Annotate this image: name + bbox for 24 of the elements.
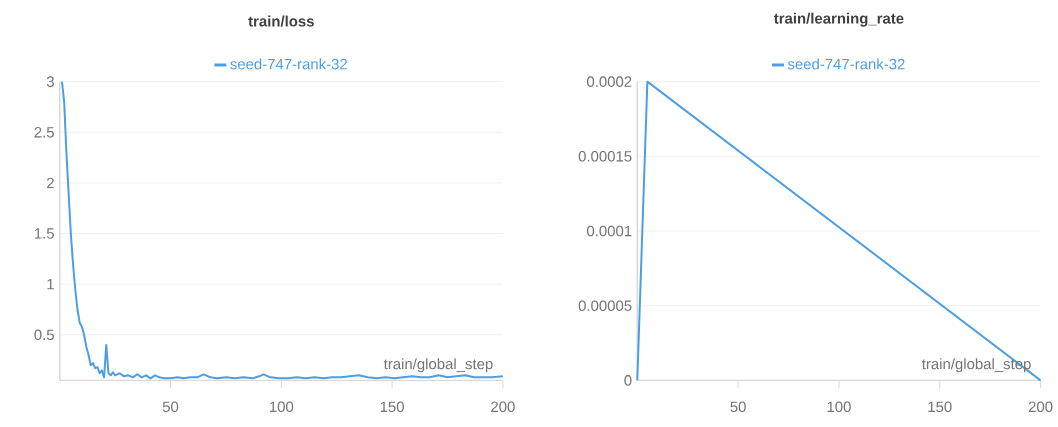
- x-tick-label: 200: [491, 401, 515, 412]
- legend-label: seed-747-rank-32: [787, 58, 905, 70]
- x-tick-label: 100: [827, 401, 851, 412]
- y-tick-label: 0.00015: [578, 150, 632, 162]
- legend-label: seed-747-rank-32: [230, 58, 347, 70]
- y-tick-label: 3: [46, 76, 54, 87]
- y-tick-label: 0.5: [34, 329, 54, 341]
- x-axis-title: train/global_step: [383, 358, 493, 373]
- y-tick-label: 2: [47, 177, 54, 189]
- chart-title: train/learning_rate: [773, 12, 904, 27]
- x-tick-label: 150: [928, 401, 952, 412]
- y-tick-label: 1.5: [34, 228, 54, 239]
- y-tick-label: 0.0002: [587, 76, 632, 87]
- y-tick-label: 0: [624, 375, 632, 386]
- y-tick-label: 0.00005: [578, 300, 632, 311]
- x-tick-label: 200: [1028, 401, 1053, 412]
- x-tick-label: 50: [162, 401, 179, 412]
- y-tick-label: 0.0001: [587, 225, 632, 237]
- chart-title: train/loss: [248, 15, 314, 27]
- x-tick-label: 150: [380, 401, 404, 412]
- y-tick-label: 2.5: [34, 126, 54, 138]
- x-tick-label: 50: [730, 401, 746, 412]
- y-tick-label: 1: [47, 278, 54, 290]
- x-tick-label: 100: [269, 401, 294, 412]
